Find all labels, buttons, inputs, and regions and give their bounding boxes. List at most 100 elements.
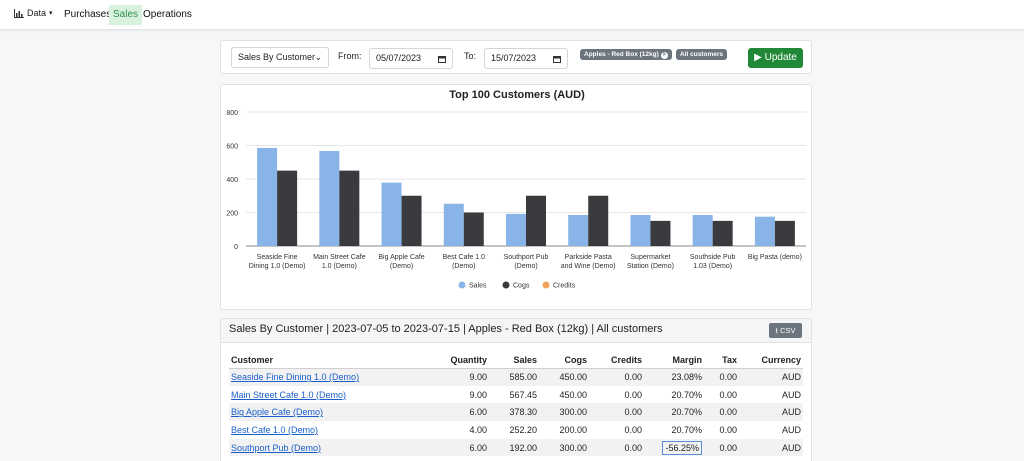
x-tick-label: Seaside Fine [257,254,298,261]
cell-currency: AUD [739,403,803,422]
customer-link[interactable]: Seaside Fine Dining 1.0 (Demo) [231,372,360,383]
legend-marker-credits [542,281,550,289]
x-tick-label: Southport Pub [504,254,549,261]
from-date-input[interactable]: 05/07/2023 [369,48,453,69]
to-label: To: [464,51,477,61]
bar-cogs [463,212,484,246]
report-type-select[interactable]: Sales By Customer ⌄ [231,47,329,68]
cell-quantity: 4.00 [469,424,487,435]
cell-cogs: 300.00 [539,438,589,457]
chart-title: Top 100 Customers (AUD) [449,89,585,101]
legend-marker-sales [458,281,466,289]
caret-down-icon: ▾ [49,10,53,17]
y-tick-label: 600 [226,144,238,151]
x-tick-label: Big Apple Cafe [378,254,424,261]
report-type-value: Sales By Customer [238,52,316,62]
y-tick-label: 400 [226,177,238,184]
product-filter-tag[interactable]: Apples - Red Box (12kg) × [580,49,672,60]
data-menu-label: Data [27,8,47,18]
x-tick-label: (Demo) [390,263,413,270]
x-tick-label: Dining 1.0 (Demo) [249,263,306,270]
bar-sales [443,203,464,246]
top-nav: Data ▾ Purchases Sales Operations [0,0,1024,30]
bar-sales [381,182,402,246]
table-row: Best Cafe 1.0 (Demo) 4.00 252.20 200.00 … [229,421,803,439]
cell-currency: AUD [739,368,803,386]
bar-sales [506,213,526,246]
chart-icon [14,8,24,18]
update-button[interactable]: ▶ Update [748,48,803,68]
cell-currency: AUD [781,389,801,400]
customer-link[interactable]: Main Street Cafe 1.0 (Demo) [231,389,347,400]
cell-margin: 20.70% [644,403,704,422]
y-tick-label: 200 [226,211,238,218]
col-quantity: Quantity [419,353,489,369]
table-card: Sales By Customer | 2023-07-05 to 2023-0… [220,318,812,461]
from-label: From: [338,51,362,61]
cell-margin[interactable]: -56.25% [662,440,702,455]
cell-cogs: 200.00 [559,424,587,435]
csv-download-button[interactable]: ⭳ CSV [769,323,802,338]
bar-sales [630,215,651,246]
bar-cogs [774,220,795,246]
x-tick-label: 1.0 (Demo) [322,263,357,270]
to-date-value: 15/07/2023 [491,53,537,63]
customer-link[interactable]: Big Apple Cafe (Demo) [231,407,324,418]
close-icon[interactable]: × [660,52,668,59]
cell-credits: 0.00 [624,389,642,400]
table-row: Main Street Cafe 1.0 (Demo) 9.00 567.45 … [229,386,803,404]
cell-sales: 252.20 [509,424,537,435]
cell-sales: 585.00 [489,368,539,386]
update-label: Update [764,52,797,63]
bar-chart: 0 200 400 600 800 Seaside Fine Dining 1.0 (Dem… [226,110,806,290]
bar-sales [568,215,589,246]
table-row: Southport Pub (Demo) 6.00 192.00 300.00 … [229,438,803,457]
cell-tax: 0.00 [719,424,737,435]
cell-currency: AUD [781,424,801,435]
col-cogs: Cogs [539,353,589,369]
data-menu[interactable]: Data ▾ [14,8,53,18]
x-tick-label: 1.03 (Demo) [693,263,732,270]
product-filter-label: Apples - Red Box (12kg) [584,51,659,58]
bar-sales [754,216,775,246]
cell-cogs: 300.00 [539,403,589,422]
cell-quantity: 9.00 [419,368,489,386]
x-tick-label: and Wine (Demo) [561,263,616,270]
cell-tax: 0.00 [704,403,739,422]
y-tick-label: 0 [234,244,238,251]
cell-quantity: 6.00 [419,438,489,457]
nav-operations[interactable]: Operations [143,9,192,20]
bar-cogs [650,220,671,246]
play-icon: ▶ [754,52,762,63]
customer-link[interactable]: Southport Pub (Demo) [231,442,322,453]
cell-margin: 20.70% [671,389,702,400]
bar-cogs [526,195,546,246]
table-header-row: Customer Quantity Sales Cogs Credits Mar… [229,353,803,369]
cell-sales: 192.00 [489,438,539,457]
customer-link[interactable]: Best Cafe 1.0 (Demo) [231,424,319,435]
cell-tax: 0.00 [704,438,739,457]
nav-sales[interactable]: Sales [109,5,143,25]
col-customer: Customer [229,353,419,369]
to-date-input[interactable]: 15/07/2023 [484,48,568,69]
bar-cogs [277,170,298,246]
x-tick-label: Southside Pub [690,254,736,261]
calendar-icon [553,56,561,63]
nav-purchases[interactable]: Purchases [64,9,112,20]
x-tick-label: Big Pasta (demo) [748,254,802,261]
cell-quantity: 6.00 [419,403,489,422]
cell-margin: 20.70% [671,424,702,435]
cell-credits: 0.00 [589,368,644,386]
bar-sales [257,148,278,246]
bar-cogs [401,195,422,246]
cell-quantity: 9.00 [469,389,487,400]
cell-cogs: 450.00 [559,389,587,400]
filter-bar: Sales By Customer ⌄ From: 05/07/2023 To:… [220,40,812,74]
x-tick-label: Main Street Cafe [313,254,366,261]
sales-table: Customer Quantity Sales Cogs Credits Mar… [229,353,803,457]
customer-filter-tag[interactable]: All customers [676,49,727,60]
cell-margin: 23.08% [644,368,704,386]
cell-credits: 0.00 [624,424,642,435]
legend-label-cogs: Cogs [513,283,530,290]
table-row: Big Apple Cafe (Demo) 6.00 378.30 300.00… [229,403,803,422]
